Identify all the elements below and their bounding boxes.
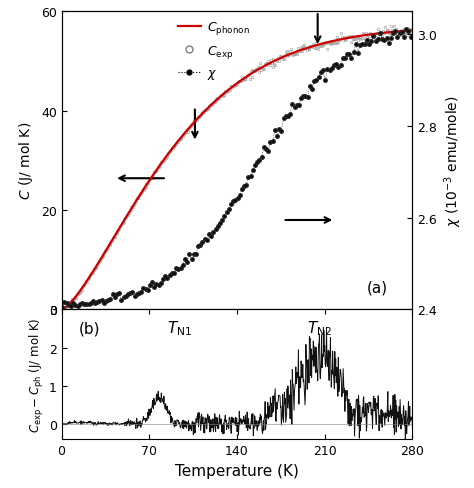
Y-axis label: $\chi$ (10$^{-3}$ emu/mole): $\chi$ (10$^{-3}$ emu/mole)	[443, 95, 464, 227]
Y-axis label: $C$ (J/ mol K): $C$ (J/ mol K)	[18, 122, 36, 200]
Legend: $C_\mathrm{phonon}$, $C_\mathrm{exp}$, $\chi$: $C_\mathrm{phonon}$, $C_\mathrm{exp}$, $…	[173, 16, 255, 87]
Y-axis label: $C_\mathrm{exp} - C_\mathrm{ph}$ (J/ mol K): $C_\mathrm{exp} - C_\mathrm{ph}$ (J/ mol…	[28, 317, 46, 432]
Text: (a): (a)	[367, 280, 388, 295]
Text: (b): (b)	[79, 321, 100, 336]
X-axis label: Temperature (K): Temperature (K)	[175, 463, 299, 478]
Text: $T_\mathrm{N1}$: $T_\mathrm{N1}$	[167, 319, 192, 338]
Text: $T_\mathrm{N2}$: $T_\mathrm{N2}$	[307, 319, 332, 338]
